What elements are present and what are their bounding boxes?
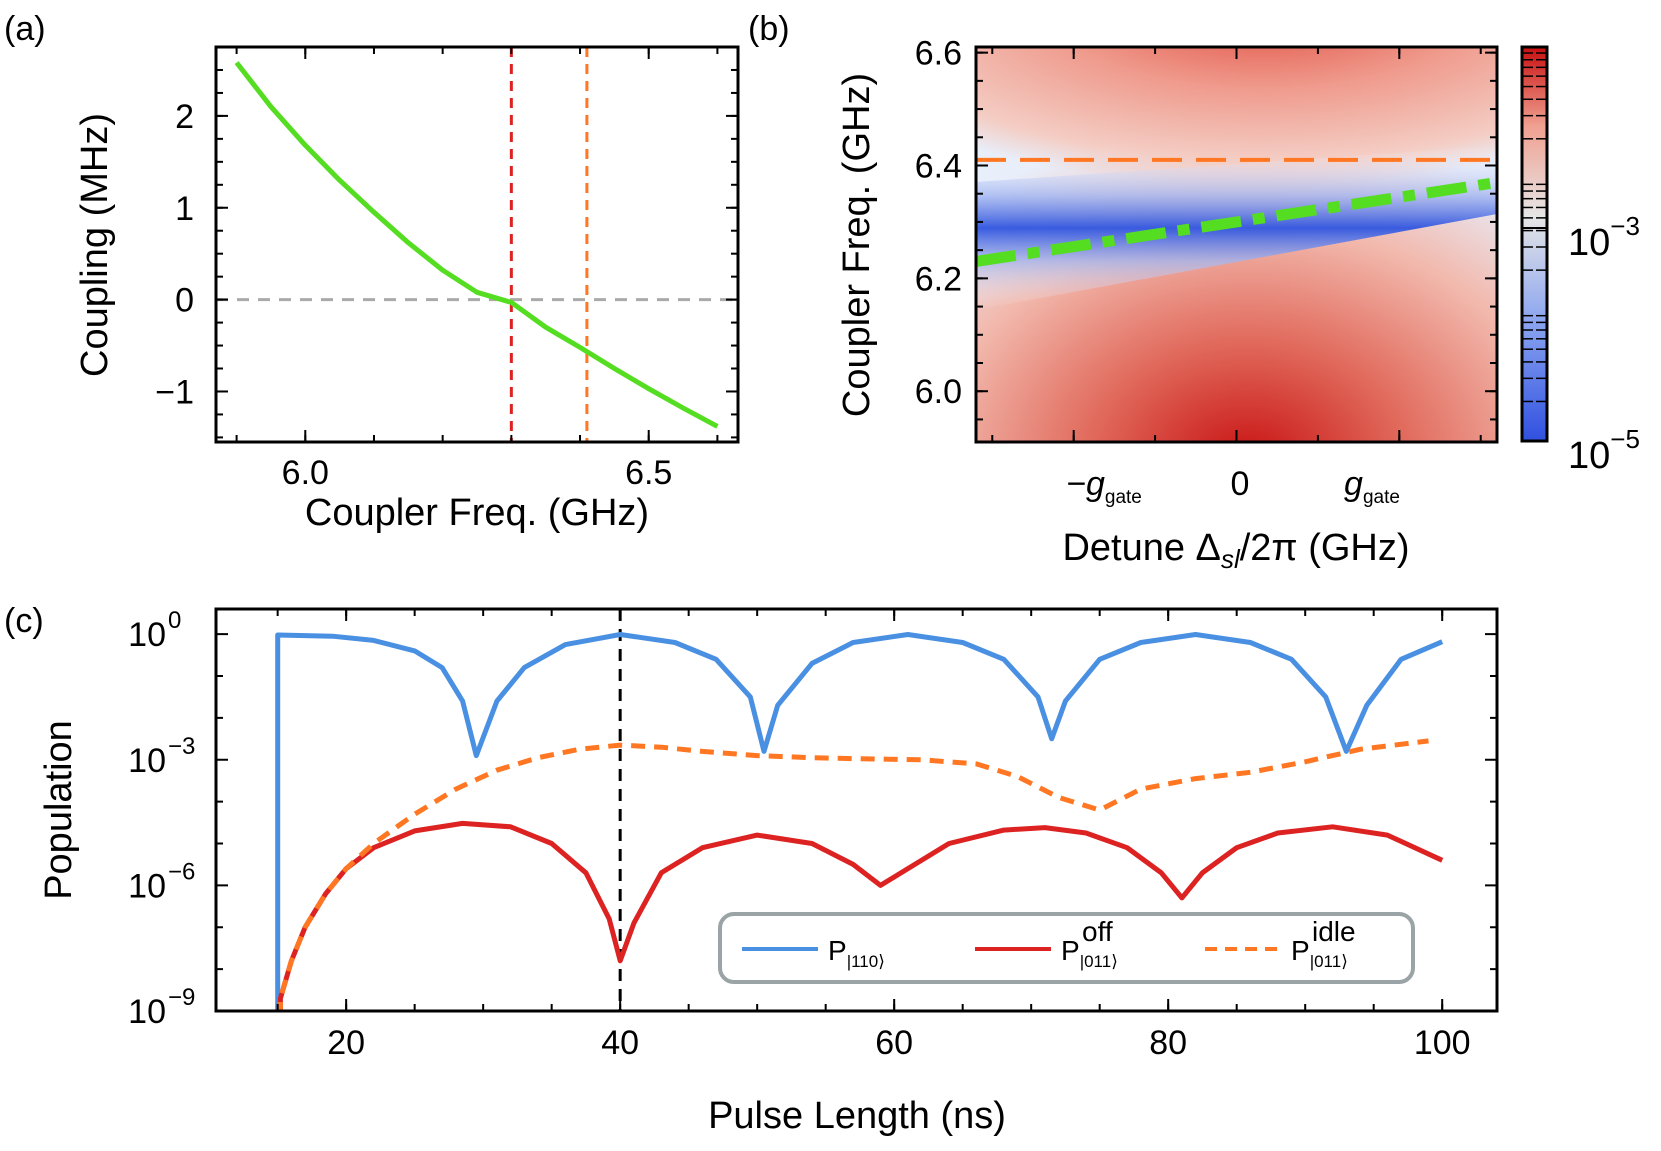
legend-label-pidle: P|011⟩ bbox=[1291, 935, 1348, 971]
panel-c-ytick-label: 10 bbox=[128, 867, 166, 905]
colorbar-label-upper-base: 10 bbox=[1568, 222, 1610, 264]
panel-c-ytick-exponent: 0 bbox=[168, 607, 181, 634]
panel-c-series-P_|110> bbox=[275, 632, 1444, 1011]
legend-label-poff-sub: |011⟩ bbox=[1080, 952, 1118, 971]
panel-a-ytick-label: 1 bbox=[175, 190, 194, 228]
panel-c-xtick-label: 100 bbox=[1414, 1024, 1471, 1062]
panel-c-ytick-label: 10 bbox=[128, 742, 166, 780]
panel-b-xtick-neg-sub: gate bbox=[1105, 487, 1142, 508]
panel-b: 6.06.26.46.6 −ggate 0 ggate Detune Δsl/2… bbox=[836, 35, 1640, 574]
heatmap-valley bbox=[976, 146, 1497, 310]
panel-b-line-min-leakage bbox=[976, 176, 1497, 267]
panel-b-xtick-pos-main: g bbox=[1344, 465, 1363, 503]
panel-a-label: (a) bbox=[4, 10, 46, 48]
colorbar-label-upper-exp: −3 bbox=[1610, 211, 1640, 241]
panel-a-ytick-label: 2 bbox=[175, 98, 194, 136]
panel-b-xlabel: Detune Δsl/2π (GHz) bbox=[1062, 527, 1409, 574]
panel-a: 6.0 6.5 −1 0 1 2 Coupler Freq. (GHz) Coupling… bbox=[74, 45, 740, 534]
legend-label-pidle-main: P bbox=[1291, 935, 1310, 966]
panel-a-series-coupling bbox=[234, 61, 719, 429]
panel-a-xlabel: Coupler Freq. (GHz) bbox=[305, 492, 649, 534]
panel-b-ytick-label: 6.0 bbox=[915, 373, 962, 411]
colorbar bbox=[1520, 45, 1549, 443]
panel-c-ylabel: Population bbox=[38, 720, 80, 900]
panel-c-ytick-exponent: −6 bbox=[168, 858, 195, 885]
panel-b-xtick-pos-sub: gate bbox=[1363, 487, 1400, 508]
panel-b-xtick-pos: ggate bbox=[1344, 465, 1400, 508]
legend-label-pidle-sub: |011⟩ bbox=[1310, 952, 1348, 971]
legend-label-pidle-sup: idle bbox=[1312, 916, 1356, 947]
panel-b-xtick-zero: 0 bbox=[1231, 465, 1250, 503]
panel-c-ytick-label: 10 bbox=[128, 616, 166, 654]
panel-b-xlabel-tail: /2π (GHz) bbox=[1240, 527, 1410, 569]
panel-b-xtick-neg: −ggate bbox=[1066, 465, 1142, 508]
panel-b-xtick-neg-main: −g bbox=[1066, 465, 1105, 503]
panel-c-series-P_idle_|011> bbox=[277, 738, 1429, 1011]
panel-b-ytick-label: 6.6 bbox=[915, 35, 962, 73]
panel-c-xtick-label: 60 bbox=[875, 1024, 913, 1062]
legend-label-p110: P|110⟩ bbox=[828, 935, 885, 971]
legend-box bbox=[718, 912, 1415, 984]
panel-b-ylabel: Coupler Freq. (GHz) bbox=[836, 73, 878, 417]
colorbar-label-lower-exp: −5 bbox=[1610, 424, 1640, 454]
panel-a-xtick-label: 6.5 bbox=[625, 454, 672, 492]
panel-c-xtick-label: 40 bbox=[601, 1024, 639, 1062]
panel-c-xtick-label: 20 bbox=[327, 1024, 365, 1062]
panel-a-frame bbox=[214, 45, 740, 444]
panel-a-xtick-label: 6.0 bbox=[282, 454, 329, 492]
panel-b-label: (b) bbox=[748, 10, 790, 48]
colorbar-label-lower: 10−5 bbox=[1568, 424, 1640, 477]
panel-b-xlabel-sub: sl bbox=[1221, 544, 1241, 574]
panel-c-xlabel: Pulse Length (ns) bbox=[708, 1095, 1006, 1137]
legend-label-p110-sub: |110⟩ bbox=[847, 952, 885, 971]
heatmap bbox=[976, 47, 1497, 442]
panel-c-ytick-exponent: −9 bbox=[168, 984, 195, 1011]
panel-a-ylabel: Coupling (MHz) bbox=[74, 113, 116, 377]
panel-c-xtick-label: 80 bbox=[1149, 1024, 1187, 1062]
legend-label-poff: P|011⟩ bbox=[1061, 935, 1118, 971]
panel-b-ytick-label: 6.4 bbox=[915, 148, 962, 186]
legend-label-p110-main: P bbox=[828, 935, 847, 966]
panel-c-ytick-label: 10 bbox=[128, 993, 166, 1031]
colorbar-label-upper: 10−3 bbox=[1568, 211, 1640, 264]
legend-label-poff-main: P bbox=[1061, 935, 1080, 966]
panel-c-ytick-exponent: −3 bbox=[168, 733, 195, 760]
panel-a-ytick-label: 0 bbox=[175, 282, 194, 320]
panel-b-xlabel-main: Detune Δ bbox=[1062, 527, 1220, 569]
colorbar-label-lower-base: 10 bbox=[1568, 435, 1610, 477]
legend: P|110⟩ P|011⟩ off P|011⟩ idle bbox=[718, 912, 1415, 984]
panel-b-ytick-label: 6.2 bbox=[915, 260, 962, 298]
panel-c-label: (c) bbox=[4, 602, 44, 640]
panel-c-frame bbox=[214, 607, 1499, 1013]
panel-a-ytick-label: −1 bbox=[155, 373, 194, 411]
legend-label-poff-sup: off bbox=[1082, 916, 1113, 947]
